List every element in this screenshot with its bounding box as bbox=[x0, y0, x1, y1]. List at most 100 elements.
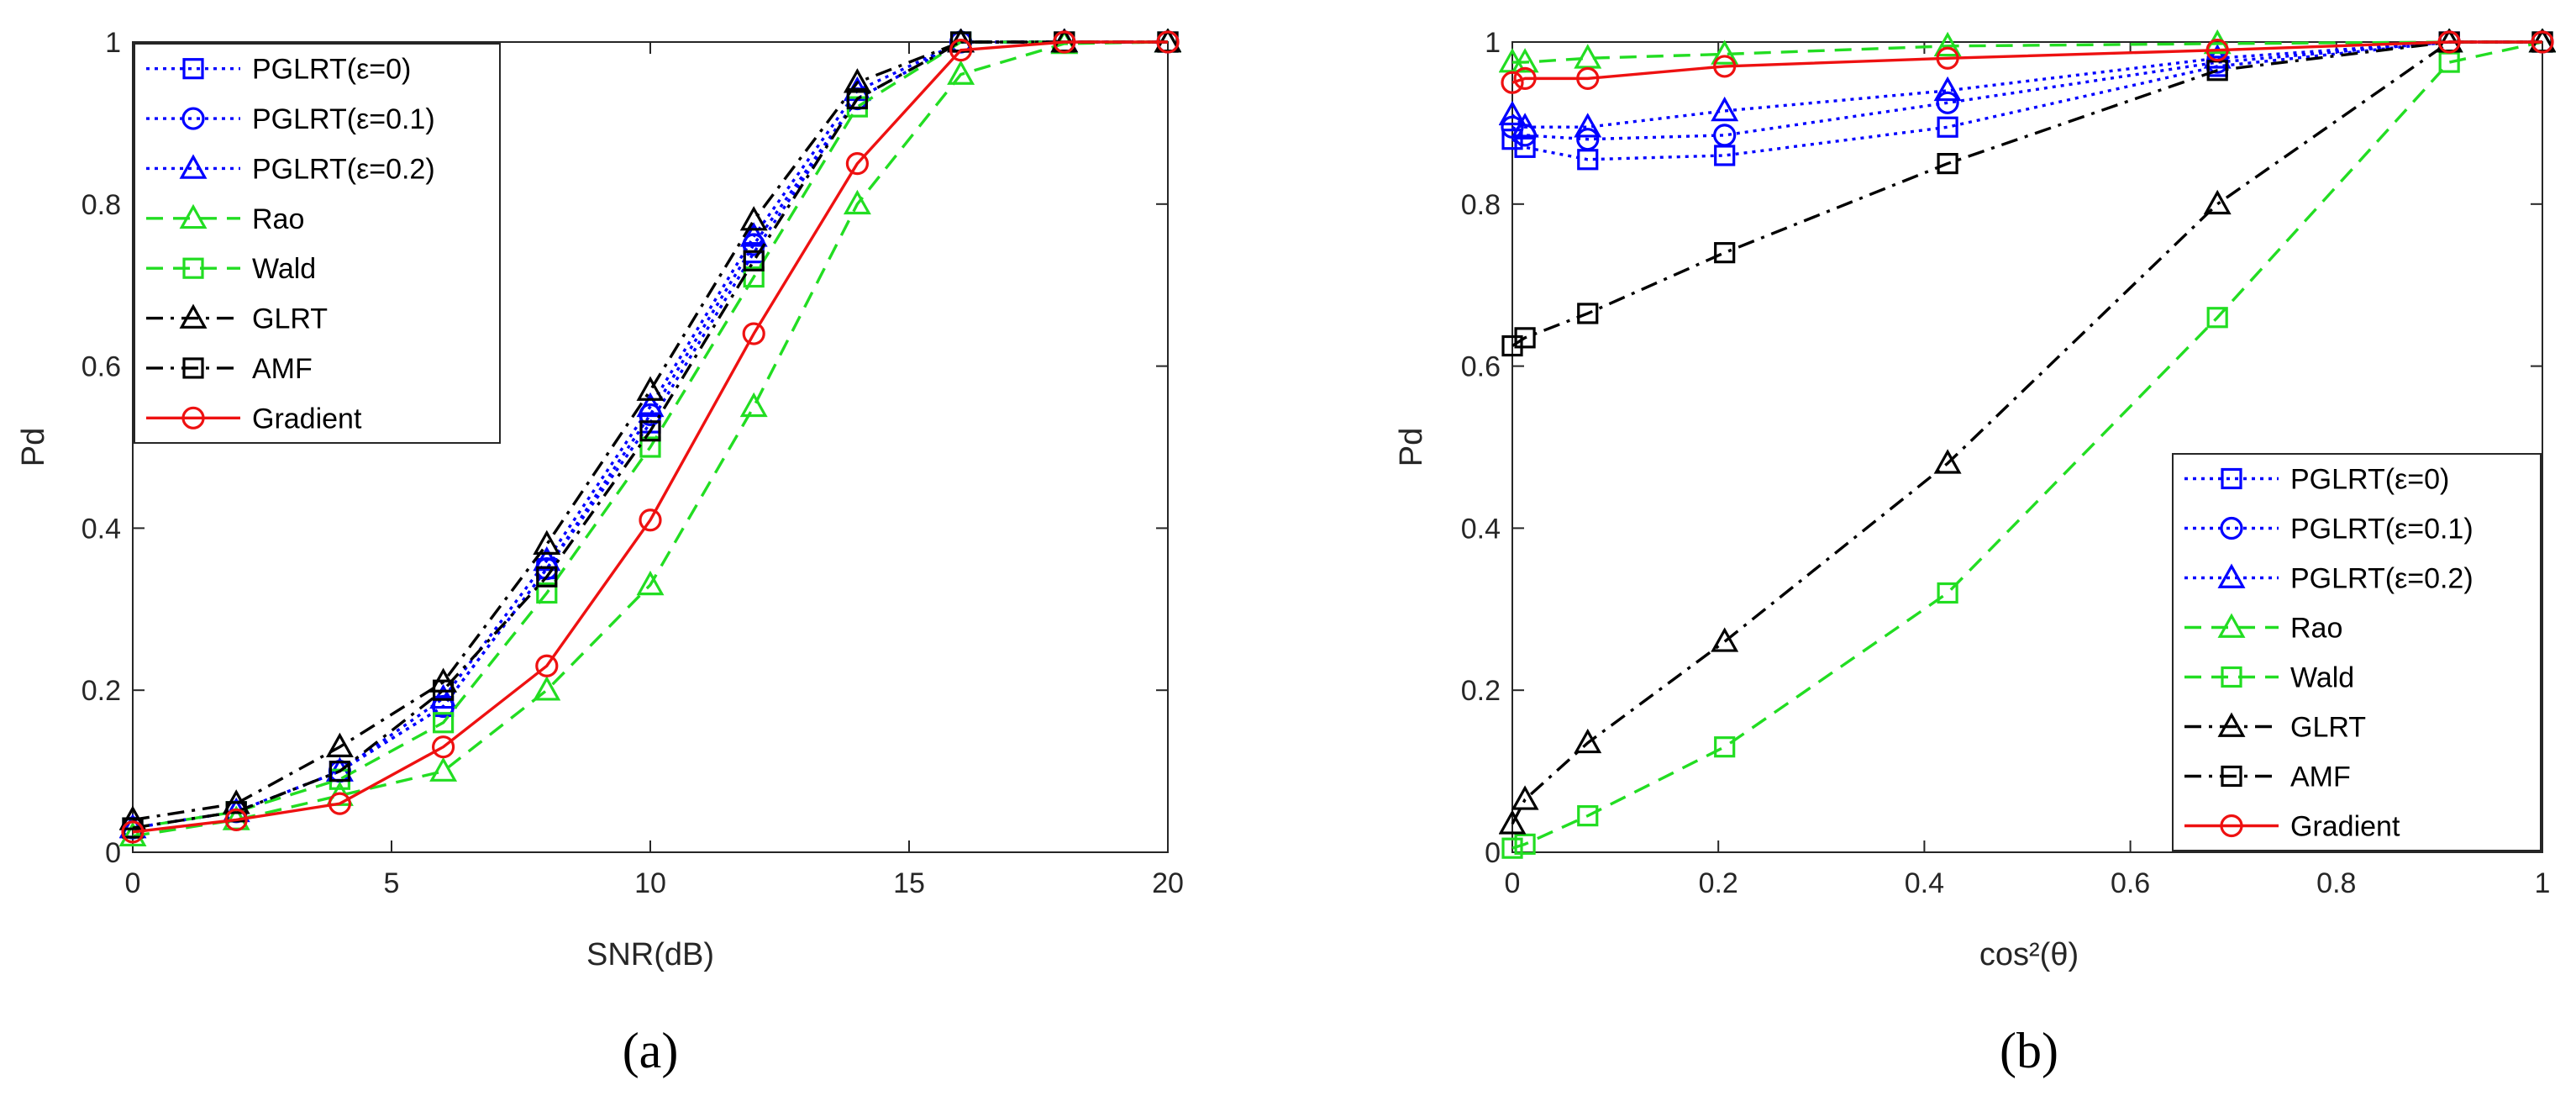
panel-b-legend-entry: Wald bbox=[2290, 662, 2354, 694]
panel-a-legend-marker bbox=[179, 154, 208, 179]
panel-b-data-point bbox=[1514, 136, 1536, 158]
panel-b-ylabel: Pd bbox=[1394, 428, 1429, 466]
panel-a-xtick-label: 15 bbox=[893, 867, 925, 899]
panel-a-series-line bbox=[132, 40, 1169, 838]
panel-b-data-point bbox=[1711, 40, 1739, 65]
panel-a-ytick-label: 0.8 bbox=[81, 189, 121, 221]
panel-a-data-point bbox=[639, 420, 661, 442]
panel-b-data-point bbox=[1511, 785, 1539, 810]
panel-a-data-point bbox=[639, 436, 661, 458]
panel-b-data-point bbox=[1511, 48, 1539, 73]
panel-b-legend-marker bbox=[2220, 814, 2243, 838]
panel-a-xlabel: SNR(dB) bbox=[586, 937, 714, 972]
panel-b-data-point bbox=[1937, 153, 1958, 175]
panel-a-data-point bbox=[535, 654, 559, 677]
panel-b-data-point bbox=[1499, 809, 1527, 835]
panel-b-legend-entry: Gradient bbox=[2290, 811, 2400, 843]
panel-b-xtick-label: 1 bbox=[2535, 867, 2551, 899]
panel-a-xtick-label: 10 bbox=[634, 867, 666, 899]
panel-b-data-point bbox=[1933, 449, 1962, 474]
panel-b-data-point bbox=[1713, 55, 1737, 78]
panel-b-ytick-label: 0.6 bbox=[1461, 351, 1501, 383]
panel-b-ytick-label: 0.4 bbox=[1461, 513, 1501, 545]
panel-a-legend-entry: AMF bbox=[252, 353, 313, 385]
panel-b-data-point bbox=[1574, 728, 1602, 754]
panel-a-chart: 0 5 10 15 20 0 0.2 0.4 0.6 0.8 1 SNR(dB) Pd (a) PGLRT(… bbox=[16, 27, 1184, 1078]
panel-a-data-point bbox=[639, 508, 662, 532]
panel-b-data-point bbox=[2437, 30, 2461, 54]
panel-b-xtick-label: 0.6 bbox=[2111, 867, 2150, 899]
panel-b-legend-marker bbox=[2221, 765, 2242, 788]
panel-b-ytick-label: 0.8 bbox=[1461, 189, 1501, 221]
panel-a-data-point bbox=[845, 152, 870, 176]
panel-b-legend-marker bbox=[2217, 563, 2246, 588]
panel-b-data-point bbox=[1714, 242, 1736, 264]
panel-b-legend-marker bbox=[2221, 467, 2242, 490]
panel-a-data-point bbox=[949, 39, 973, 62]
panel-a-data-point bbox=[429, 756, 458, 782]
panel-a-xtick-label: 5 bbox=[384, 867, 400, 899]
panel-b-legend-marker bbox=[2217, 712, 2246, 737]
panel-a-data-point bbox=[533, 676, 561, 701]
panel-a-data-point bbox=[329, 760, 350, 782]
panel-b-data-point bbox=[2203, 189, 2232, 215]
panel-b-data-point bbox=[1936, 91, 1959, 114]
panel-a-legend-marker bbox=[181, 107, 205, 130]
panel-a-series-line bbox=[132, 40, 1168, 822]
panel-a-data-point bbox=[636, 376, 665, 401]
panel-b-data-point bbox=[1714, 736, 1736, 758]
panel-a-data-point bbox=[536, 582, 558, 604]
panel-a-xtick-label: 20 bbox=[1152, 867, 1184, 899]
panel-a-data-point bbox=[328, 792, 351, 815]
panel-b-ytick-label: 1 bbox=[1485, 27, 1501, 59]
panel-a-data-point bbox=[121, 820, 145, 844]
panel-a-ytick-label: 0.2 bbox=[81, 675, 121, 707]
panel-b-chart: 0 0.2 0.4 0.6 0.8 1 0 0.2 0.4 0.6 0.8 1 cos²(θ) Pd (b)… bbox=[1394, 27, 2556, 1078]
panel-b-data-point bbox=[1514, 833, 1536, 855]
panel-a-data-point bbox=[536, 566, 558, 588]
panel-b-legend-entry: Rao bbox=[2290, 613, 2342, 645]
panel-a-data-point bbox=[533, 530, 561, 556]
panel-b-data-point bbox=[1501, 837, 1523, 859]
panel-a-legend-marker bbox=[182, 357, 204, 379]
panel-a-ytick-label: 0 bbox=[105, 837, 121, 869]
panel-b-legend: PGLRT(ε=0) PGLRT(ε=0.1) PGLRT(ε=0.2) Rao Wal… bbox=[2172, 453, 2542, 851]
panel-a-data-point bbox=[429, 683, 458, 709]
panel-a-data-point bbox=[431, 735, 455, 759]
panel-b-ytick-label: 0 bbox=[1485, 837, 1501, 869]
panel-a-data-point bbox=[843, 68, 871, 93]
panel-b-series-line bbox=[1511, 40, 2542, 825]
panel-a-data-point bbox=[947, 60, 975, 85]
panel-a-legend-marker bbox=[182, 257, 204, 279]
panel-b-data-point bbox=[1499, 100, 1527, 126]
panel-b-data-point bbox=[2205, 39, 2229, 62]
panel-b-data-point bbox=[2531, 30, 2554, 54]
panel-b-data-point bbox=[1713, 124, 1737, 147]
panel-a-data-point bbox=[636, 570, 665, 596]
panel-b-xtick-label: 0.2 bbox=[1699, 867, 1738, 899]
panel-b-data-point bbox=[1501, 71, 1524, 94]
panel-b-data-point bbox=[1513, 66, 1537, 90]
panel-a-legend-marker bbox=[179, 303, 208, 329]
panel-a-ytick-label: 0.4 bbox=[81, 513, 121, 545]
panel-b-data-point bbox=[1711, 96, 1739, 122]
panel-a-legend-marker bbox=[179, 203, 208, 229]
panel-b-legend-entry: GLRT bbox=[2290, 712, 2366, 744]
panel-a-legend-marker bbox=[182, 58, 204, 80]
panel-b-data-point bbox=[1576, 128, 1600, 151]
panel-a-data-point bbox=[739, 222, 768, 247]
panel-a-legend: PGLRT(ε=0) PGLRT(ε=0.1) PGLRT(ε=0.2) Rao Wal… bbox=[134, 43, 501, 444]
panel-b-legend-marker bbox=[2217, 613, 2246, 638]
panel-b-legend-entry: AMF bbox=[2290, 761, 2351, 793]
panel-a-data-point bbox=[533, 545, 561, 572]
panel-a-data-point bbox=[843, 189, 871, 215]
panel-a-legend-entry: Rao bbox=[252, 203, 304, 235]
panel-b-data-point bbox=[1937, 582, 1958, 604]
panel-a-data-point bbox=[739, 206, 768, 231]
panel-a-legend-entry: PGLRT(ε=0) bbox=[252, 54, 411, 86]
panel-b-xlabel: cos²(θ) bbox=[1979, 937, 2079, 972]
panel-b-data-point bbox=[1574, 113, 1602, 138]
panel-a-legend-entry: Gradient bbox=[252, 403, 362, 435]
panel-a-ytick-label: 0.6 bbox=[81, 351, 121, 383]
panel-b-data-point bbox=[1937, 116, 1958, 138]
